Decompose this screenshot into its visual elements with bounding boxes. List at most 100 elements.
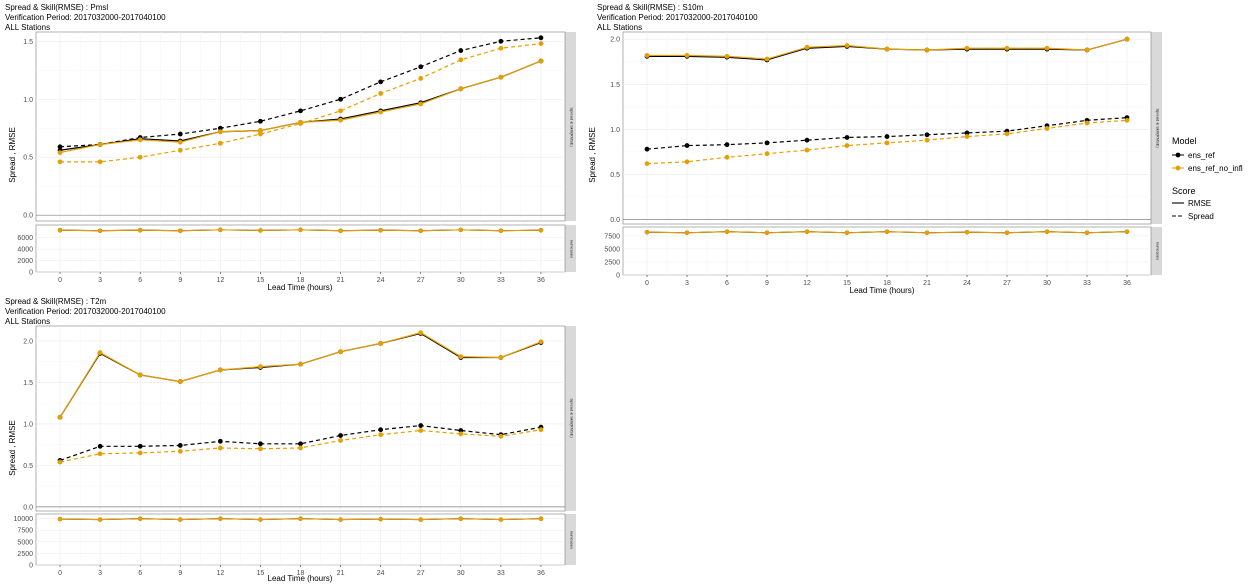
data-point-ens-ref-spread (644, 146, 650, 152)
numcases-point-ens-ref-no-infl (1044, 229, 1050, 234)
data-point-ens-ref-no-infl-spread (538, 41, 544, 46)
numcases-point-ens-ref-no-infl (458, 227, 464, 233)
data-point-ens-ref-no-infl-spread (644, 161, 650, 167)
data-point-ens-ref-no-infl-rmse (217, 367, 223, 373)
numcases-point-ens-ref-no-infl (804, 229, 810, 234)
numcases-point-ens-ref-no-infl (137, 516, 143, 521)
x-tick-label: 18 (297, 277, 305, 284)
chart-panel-pmsl: Spread & Skill(RMSE) : Pmsl Verification… (5, 3, 576, 292)
x-tick-label: 6 (725, 280, 729, 287)
x-tick-label: 21 (337, 570, 345, 577)
plot-area-main: 0.0 0.5 1.0 1.5 (23, 31, 566, 222)
x-tick-label: 6 (138, 277, 142, 284)
data-point-ens-ref-spread (298, 108, 303, 114)
data-point-ens-ref-no-infl-spread (137, 450, 143, 456)
numcases-point-ens-ref-no-infl (338, 517, 343, 522)
numcases-point-ens-ref-no-infl (218, 516, 223, 521)
data-point-ens-ref-no-infl-rmse (498, 355, 504, 360)
numcases-point-ens-ref-no-infl (97, 517, 103, 522)
numcases-point-ens-ref-no-infl (538, 516, 544, 521)
data-point-ens-ref-no-infl-rmse (1084, 47, 1090, 53)
data-point-ens-ref-spread (418, 64, 424, 70)
numcases-point-ens-ref-no-infl (418, 517, 423, 522)
data-point-ens-ref-spread (964, 130, 970, 136)
numcases-point-ens-ref-no-infl (498, 517, 504, 522)
x-tick-label: 36 (1123, 280, 1131, 287)
data-point-ens-ref-spread (844, 135, 850, 140)
plot-area-main: 0.0 0.5 1.0 1.5 2.0 (23, 325, 566, 511)
numcases-y-tick-label: 5000 (17, 539, 33, 546)
facet-strip-bottom: numcases (565, 514, 576, 565)
data-point-ens-ref-spread (177, 443, 183, 448)
panel-title-line3: ALL Stations (5, 23, 50, 32)
data-point-ens-ref-no-infl-spread (258, 131, 263, 137)
x-tick-label: 27 (417, 277, 425, 284)
x-tick-label: 3 (98, 570, 102, 577)
data-point-ens-ref-no-infl-spread (1124, 117, 1130, 123)
data-point-ens-ref-no-infl-rmse (458, 354, 464, 360)
data-point-ens-ref-no-infl-spread (844, 143, 850, 148)
facet-strip-bottom: numcases (565, 225, 576, 272)
x-tick-label: 24 (377, 570, 385, 577)
y-tick-label: 0.0 (610, 217, 620, 224)
x-tick-label: 33 (497, 277, 505, 284)
x-tick-label: 15 (257, 277, 265, 284)
y-tick-label: 1.5 (23, 380, 33, 387)
numcases-point-ens-ref-no-infl (924, 230, 930, 235)
facet-strip-bottom: numcases (1151, 227, 1162, 275)
data-point-ens-ref-no-infl-spread (338, 108, 343, 114)
x-tick-label: 0 (645, 280, 649, 287)
x-tick-label: 12 (216, 277, 224, 284)
x-tick-label: 27 (1003, 280, 1011, 287)
x-tick-label: 3 (98, 277, 102, 284)
panel-title-line2: Verification Period: 2017032000-20170401… (5, 13, 166, 22)
data-point-ens-ref-no-infl-rmse (57, 414, 63, 420)
y-tick-label: 0.5 (23, 155, 33, 162)
numcases-point-ens-ref-no-infl (178, 517, 183, 522)
numcases-y-tick-label: 6000 (17, 235, 33, 242)
numcases-point-ens-ref-no-infl (458, 516, 464, 521)
numcases-point-ens-ref-no-infl (844, 230, 850, 235)
numcases-point-ens-ref-no-infl (684, 230, 690, 235)
data-point-ens-ref-no-infl-spread (964, 134, 970, 139)
facet-strip-top-bg (1151, 32, 1162, 224)
legend-score-title: Score (1172, 186, 1196, 196)
data-point-ens-ref-spread (217, 438, 223, 444)
facet-strip-bottom-bg (565, 225, 576, 272)
y-tick-label: 0.0 (23, 504, 33, 511)
x-tick-label: 30 (457, 277, 465, 284)
data-point-ens-ref-spread (924, 132, 930, 138)
facet-strip-top: Spread & Skill(RMSE) (565, 32, 576, 221)
data-point-ens-ref-spread (498, 38, 504, 44)
numcases-point-ens-ref-no-infl (1004, 230, 1010, 235)
data-point-ens-ref-spread (57, 144, 63, 150)
x-tick-label: 0 (58, 277, 62, 284)
numcases-point-ens-ref-no-infl (57, 516, 63, 522)
numcases-y-tick-label: 10000 (14, 516, 34, 523)
facet-strip-bottom-bg (1151, 227, 1162, 275)
y-tick-label: 1.0 (23, 97, 33, 104)
y-axis-label: Spread , RMSE (8, 420, 17, 476)
data-point-ens-ref-no-infl-spread (418, 428, 424, 433)
x-tick-label: 0 (58, 570, 62, 577)
numcases-y-tick-label: 2500 (17, 551, 33, 558)
data-point-ens-ref-no-infl-rmse (137, 372, 143, 378)
data-point-ens-ref-no-infl-spread (217, 445, 223, 451)
numcases-y-tick-label: 2000 (17, 258, 33, 265)
numcases-y-tick-label: 0 (616, 273, 620, 280)
y-tick-label: 2.0 (23, 338, 33, 345)
legend: Model ens_ref ens_ref_no_infl Score RMSE… (1172, 136, 1243, 221)
y-tick-label: 1.5 (610, 82, 620, 89)
x-tick-label: 33 (497, 570, 505, 577)
numcases-point-ens-ref-no-infl (418, 228, 423, 233)
legend-item-rmse: RMSE (1172, 199, 1211, 208)
legend-point-ens-ref (1175, 152, 1181, 158)
data-point-ens-ref-no-infl-spread (924, 137, 930, 143)
data-point-ens-ref-no-infl-rmse (538, 58, 544, 64)
data-point-ens-ref-spread (684, 143, 690, 148)
x-tick-label: 24 (963, 280, 971, 287)
x-tick-label: 12 (216, 570, 224, 577)
numcases-y-tick-label: 7500 (17, 528, 33, 535)
data-point-ens-ref-no-infl-spread (458, 57, 464, 63)
